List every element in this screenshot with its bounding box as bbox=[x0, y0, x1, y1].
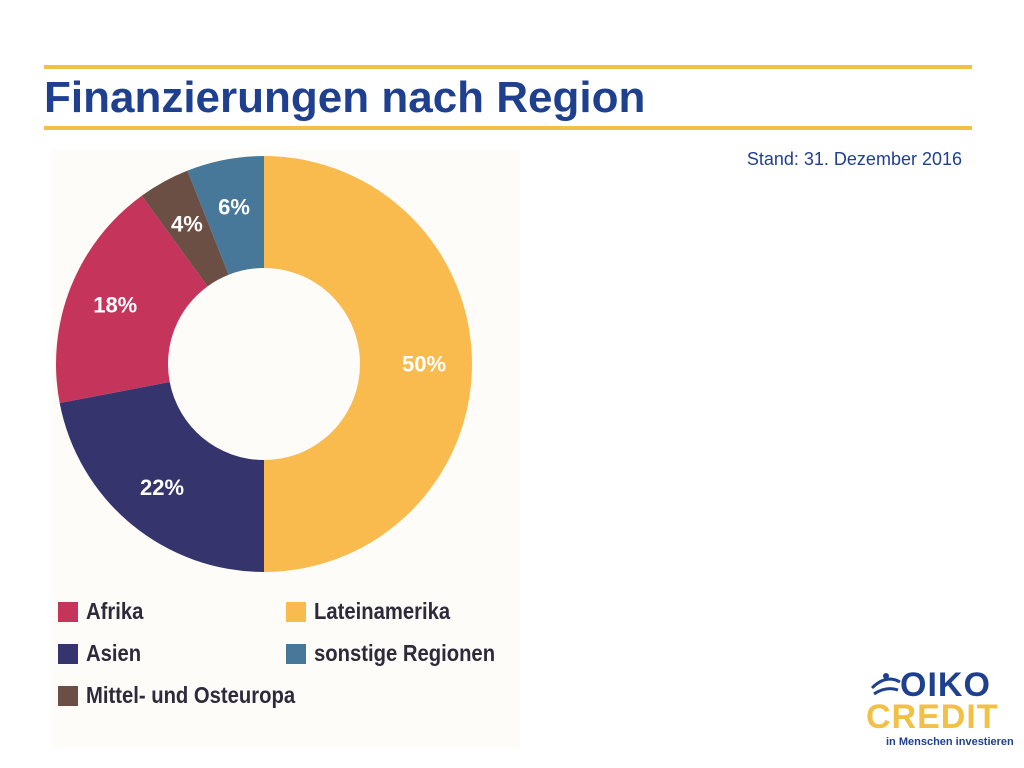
donut-slice-label: 6% bbox=[218, 194, 250, 219]
header-rule-bottom bbox=[44, 126, 972, 130]
donut-slice-label: 22% bbox=[140, 475, 184, 500]
oikocredit-logo-mark-icon bbox=[870, 673, 901, 696]
legend-label: sonstige Regionen bbox=[314, 640, 496, 666]
donut-slice-lateinamerika bbox=[264, 156, 472, 572]
legend-item-afrika: Afrika bbox=[58, 598, 151, 625]
donut-slice-sonstige-regionen bbox=[187, 156, 264, 275]
legend-item-lateinamerika: Lateinamerika bbox=[286, 598, 469, 625]
legend-label: Afrika bbox=[86, 598, 144, 624]
legend-label: Mittel- und Osteuropa bbox=[86, 682, 296, 708]
legend-label: Lateinamerika bbox=[314, 598, 451, 624]
legend-swatch bbox=[58, 643, 78, 664]
legend-item-asien: Asien bbox=[58, 640, 149, 667]
donut-slice-afrika bbox=[56, 195, 208, 403]
logo-wordmark-credit: CREDIT bbox=[866, 698, 999, 736]
legend-label: Asien bbox=[86, 640, 142, 666]
legend-swatch bbox=[58, 685, 78, 706]
logo-wordmark-oiko: OIKO bbox=[900, 666, 991, 704]
legend-item-sonstige-regionen: sonstige Regionen bbox=[286, 640, 520, 667]
chart-legend: Afrika Lateinamerika Asien sonstige Regi… bbox=[52, 590, 522, 720]
header-rule-top bbox=[44, 65, 972, 69]
donut-slice-asien bbox=[59, 381, 264, 572]
chart-panel: 50% 22% 18% 4% 6% bbox=[52, 150, 520, 748]
logo-tagline: in Menschen investieren bbox=[886, 736, 1014, 748]
page-title: Finanzierungen nach Region bbox=[44, 73, 646, 122]
legend-swatch bbox=[58, 601, 78, 622]
donut-slice-label: 4% bbox=[171, 211, 203, 236]
legend-swatch bbox=[286, 601, 306, 622]
legend-item-mittel-osteuropa: Mittel- und Osteuropa bbox=[58, 682, 324, 709]
legend-swatch bbox=[286, 643, 306, 664]
date-stamp: Stand: 31. Dezember 2016 bbox=[746, 149, 962, 169]
donut-slice-mittel-und-osteuropa bbox=[141, 170, 229, 287]
donut-slice-label: 18% bbox=[93, 293, 137, 318]
oikocredit-logo: OIKO CREDIT in Menschen investieren bbox=[864, 664, 1014, 754]
donut-chart: 50% 22% 18% 4% 6% bbox=[56, 156, 472, 572]
donut-slice-label: 50% bbox=[402, 352, 446, 377]
